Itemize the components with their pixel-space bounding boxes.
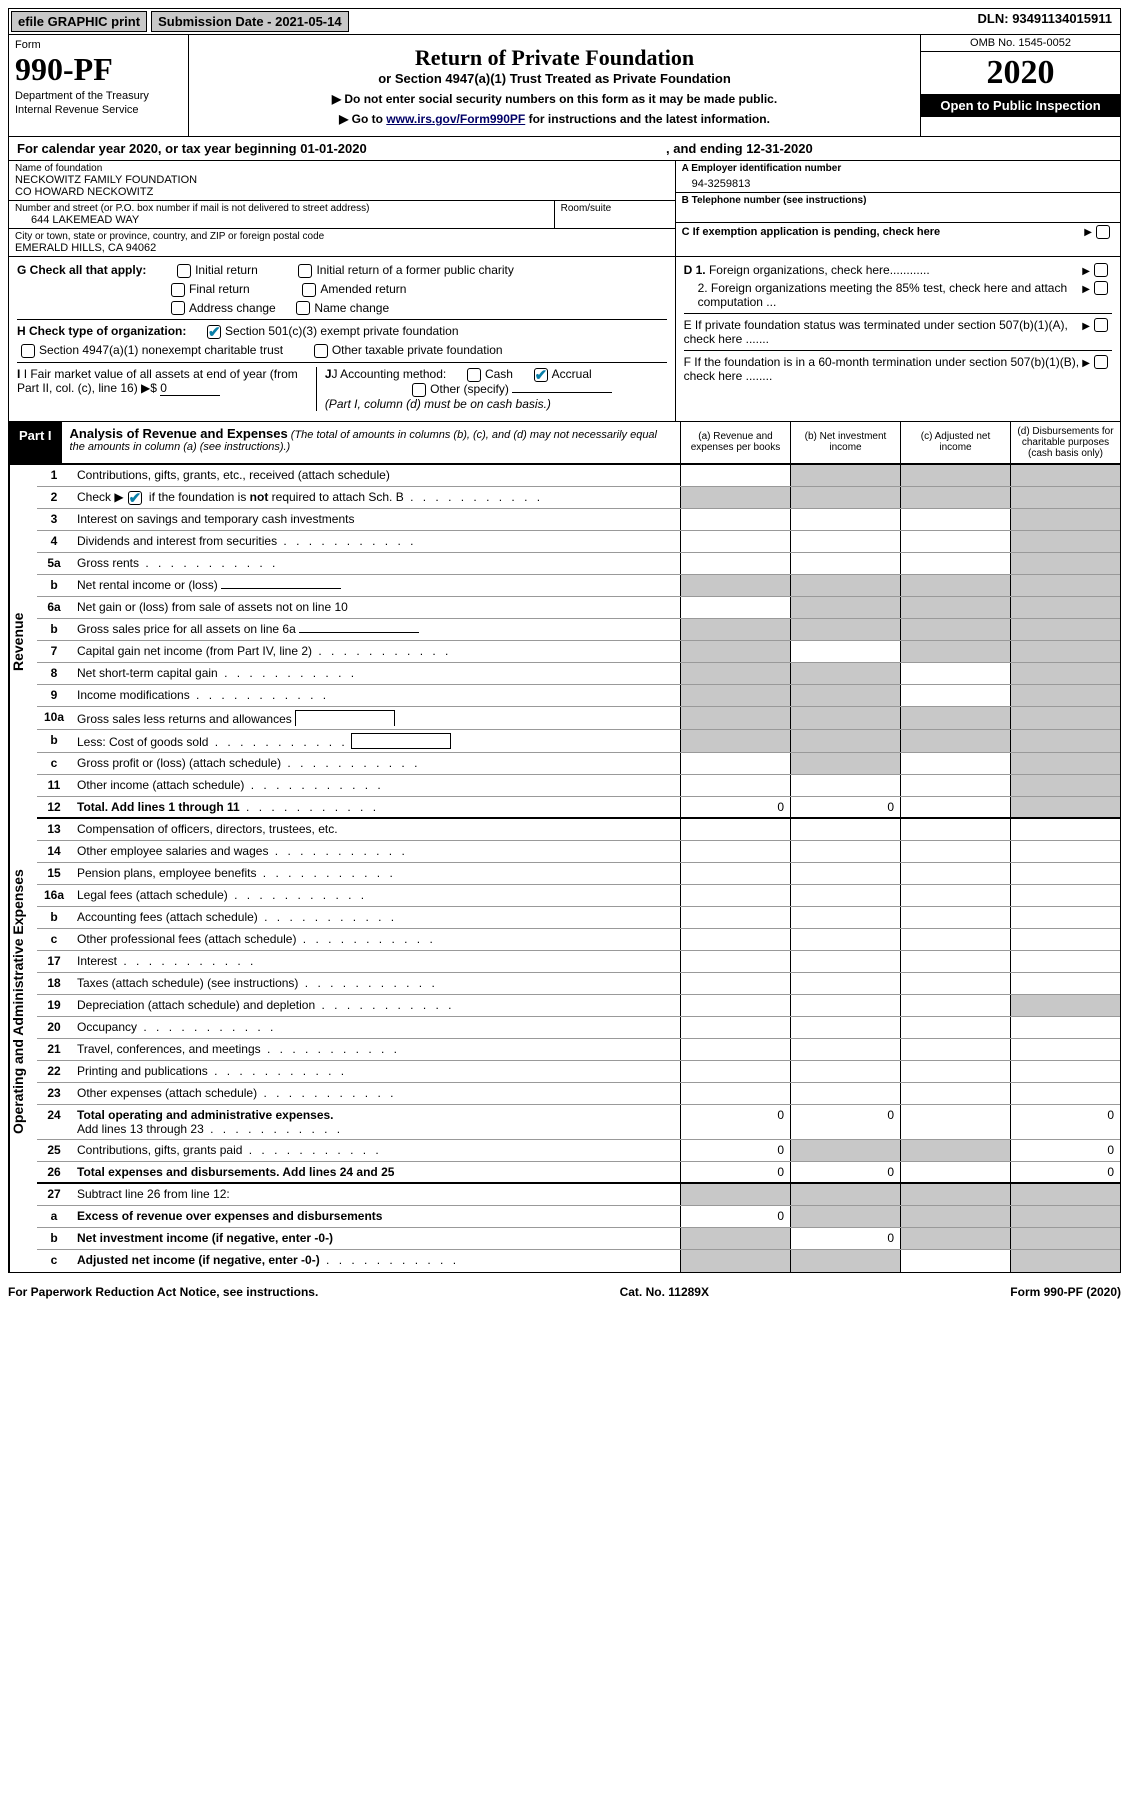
cat-no: Cat. No. 11289X	[620, 1285, 709, 1299]
addr-label: Number and street (or P.O. box number if…	[15, 203, 548, 214]
part1-label: Part I	[9, 422, 62, 463]
g-name-checkbox[interactable]	[296, 301, 310, 315]
h-other-checkbox[interactable]	[314, 344, 328, 358]
form-no-footer: Form 990-PF (2020)	[1010, 1285, 1121, 1299]
header-note1: ▶ Do not enter social security numbers o…	[209, 92, 900, 106]
col-c-header: (c) Adjusted net income	[900, 422, 1010, 463]
arrow-icon	[1084, 226, 1092, 238]
revenue-section: Revenue 1Contributions, gifts, grants, e…	[9, 465, 1120, 819]
addr-value: 644 LAKEMEAD WAY	[15, 214, 548, 226]
g-address-checkbox[interactable]	[171, 301, 185, 315]
expenses-side-label: Operating and Administrative Expenses	[9, 819, 37, 1184]
foundation-name1: NECKOWITZ FAMILY FOUNDATION	[15, 174, 669, 186]
form-title: Return of Private Foundation	[209, 45, 900, 71]
g-initial-former-checkbox[interactable]	[298, 264, 312, 278]
open-public-badge: Open to Public Inspection	[921, 94, 1120, 117]
form-subtitle: or Section 4947(a)(1) Trust Treated as P…	[209, 71, 900, 86]
city-value: EMERALD HILLS, CA 94062	[15, 242, 669, 254]
form-label: Form	[15, 39, 182, 51]
omb-number: OMB No. 1545-0052	[921, 35, 1120, 52]
footer: For Paperwork Reduction Act Notice, see …	[0, 1281, 1129, 1303]
h-501c3-checkbox[interactable]	[207, 325, 221, 339]
e-checkbox[interactable]	[1094, 318, 1108, 332]
d2-checkbox[interactable]	[1094, 281, 1108, 295]
ein-value: 94-3259813	[682, 174, 1114, 190]
i-j-row: I I Fair market value of all assets at e…	[17, 362, 667, 411]
g-final-checkbox[interactable]	[171, 283, 185, 297]
g-row: G Check all that apply: Initial return I…	[17, 263, 667, 278]
form-number: 990-PF	[15, 51, 182, 88]
paperwork-notice: For Paperwork Reduction Act Notice, see …	[8, 1285, 318, 1299]
col-a-header: (a) Revenue and expenses per books	[680, 422, 790, 463]
j-cash-checkbox[interactable]	[467, 368, 481, 382]
submission-date: Submission Date - 2021-05-14	[151, 11, 349, 32]
j-other-checkbox[interactable]	[412, 383, 426, 397]
room-label: Room/suite	[561, 203, 669, 214]
city-label: City or town, state or province, country…	[15, 231, 669, 242]
foundation-name2: CO HOWARD NECKOWITZ	[15, 186, 669, 198]
part1-header: Part I Analysis of Revenue and Expenses …	[9, 422, 1120, 465]
schb-checkbox[interactable]	[128, 491, 142, 505]
name-label: Name of foundation	[15, 163, 669, 174]
f-checkbox[interactable]	[1094, 355, 1108, 369]
row27-section: 27Subtract line 26 from line 12: aExcess…	[9, 1184, 1120, 1272]
g-initial-checkbox[interactable]	[177, 264, 191, 278]
efile-badge: efile GRAPHIC print	[11, 11, 147, 32]
tax-year: 2020	[921, 52, 1120, 94]
header-note2: ▶ Go to www.irs.gov/Form990PF for instru…	[209, 112, 900, 126]
ein-label: A Employer identification number	[682, 163, 1114, 174]
col-b-header: (b) Net investment income	[790, 422, 900, 463]
form-header: Form 990-PF Department of the Treasury I…	[9, 35, 1120, 137]
dept-line2: Internal Revenue Service	[15, 104, 182, 116]
tel-label: B Telephone number (see instructions)	[682, 195, 1114, 206]
d1-checkbox[interactable]	[1094, 263, 1108, 277]
expenses-section: Operating and Administrative Expenses 13…	[9, 819, 1120, 1184]
c-checkbox[interactable]	[1096, 225, 1110, 239]
fmv-value: 0	[160, 381, 220, 396]
c-label: C If exemption application is pending, c…	[682, 226, 1085, 238]
info-grid: Name of foundation NECKOWITZ FAMILY FOUN…	[9, 161, 1120, 257]
j-accrual-checkbox[interactable]	[534, 368, 548, 382]
calendar-year-row: For calendar year 2020, or tax year begi…	[9, 137, 1120, 161]
revenue-side-label: Revenue	[9, 465, 37, 819]
h-4947-checkbox[interactable]	[21, 344, 35, 358]
irs-link[interactable]: www.irs.gov/Form990PF	[386, 112, 525, 126]
checks-grid: G Check all that apply: Initial return I…	[9, 257, 1120, 422]
dept-line1: Department of the Treasury	[15, 90, 182, 102]
g-amended-checkbox[interactable]	[302, 283, 316, 297]
dln-number: DLN: 93491134015911	[970, 9, 1120, 34]
col-d-header: (d) Disbursements for charitable purpose…	[1010, 422, 1120, 463]
form-container: efile GRAPHIC print Submission Date - 20…	[8, 8, 1121, 1273]
top-bar: efile GRAPHIC print Submission Date - 20…	[9, 9, 1120, 35]
h-row: H Check type of organization: Section 50…	[17, 319, 667, 339]
